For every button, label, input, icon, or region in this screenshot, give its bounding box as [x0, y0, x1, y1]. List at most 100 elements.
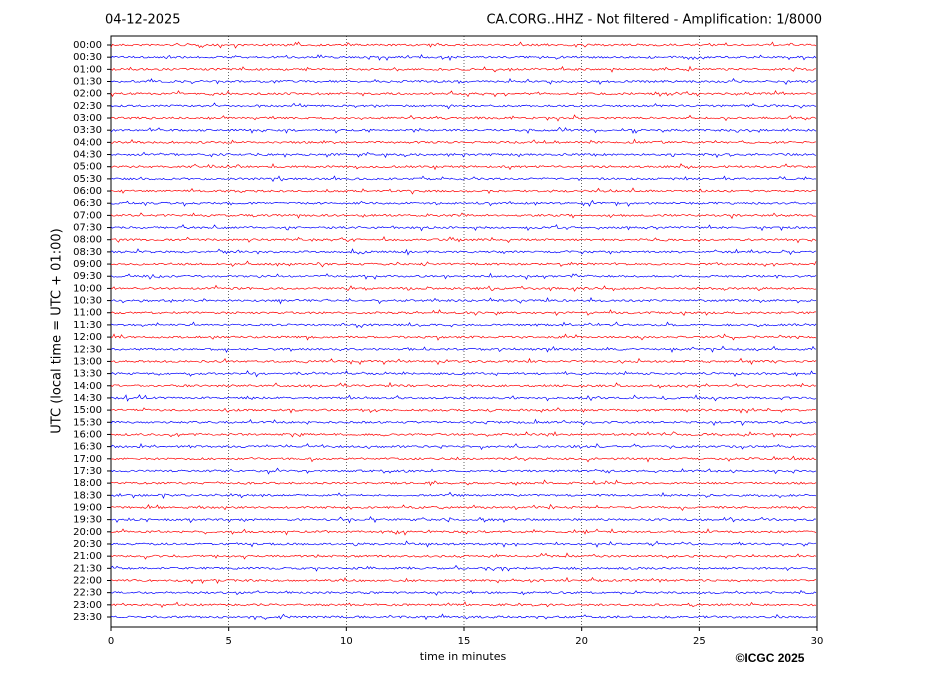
y-tick-label: 14:00 — [73, 381, 102, 392]
y-tick-label: 13:00 — [73, 356, 102, 367]
trace — [110, 418, 817, 426]
trace — [110, 272, 817, 280]
y-tick-label: 07:00 — [73, 210, 102, 221]
trace — [111, 540, 817, 548]
y-tick-label: 02:30 — [73, 101, 102, 112]
y-tick-label: 06:30 — [73, 198, 102, 209]
trace — [110, 431, 817, 438]
trace — [110, 175, 817, 183]
y-tick-label: 12:00 — [73, 332, 102, 343]
trace — [110, 309, 816, 316]
trace — [110, 163, 817, 171]
y-tick-label: 15:30 — [73, 417, 102, 428]
y-tick-label: 05:30 — [73, 174, 102, 185]
y-tick-label: 08:00 — [73, 235, 102, 246]
y-tick-label: 14:30 — [73, 393, 102, 404]
y-tick-label: 16:30 — [73, 442, 102, 453]
y-tick-label: 23:00 — [73, 600, 102, 611]
x-tick-label: 15 — [458, 636, 471, 647]
trace — [110, 321, 817, 329]
trace — [110, 54, 817, 62]
y-axis-label: UTC (local time = UTC + 01:00) — [50, 228, 65, 433]
trace — [110, 199, 817, 207]
y-tick-label: 20:00 — [73, 527, 102, 538]
y-tick-label: 03:30 — [73, 125, 102, 136]
plot-frame — [110, 35, 818, 628]
trace — [110, 515, 817, 524]
y-tick-label: 04:00 — [73, 137, 102, 148]
y-tick-label: 19:00 — [73, 502, 102, 513]
chart-title: CA.CORG..HHZ - Not filtered - Amplificat… — [486, 13, 822, 28]
y-tick-label: 10:30 — [73, 296, 102, 307]
trace — [110, 333, 817, 341]
y-tick-label: 11:00 — [73, 308, 102, 319]
y-tick-label: 15:00 — [73, 405, 102, 416]
y-tick-label: 20:30 — [73, 539, 102, 550]
trace — [110, 443, 817, 451]
y-tick-label: 21:30 — [73, 563, 102, 574]
x-tick-label: 25 — [693, 636, 706, 647]
trace — [110, 41, 817, 49]
y-tick-label: 16:00 — [73, 429, 102, 440]
x-tick-label: 0 — [108, 636, 114, 647]
y-tick-label: 06:00 — [73, 186, 102, 197]
y-tick-label: 22:30 — [73, 588, 102, 599]
trace — [110, 407, 817, 414]
y-tick-label: 17:00 — [73, 454, 102, 465]
x-tick-label: 30 — [811, 636, 824, 647]
trace — [110, 370, 817, 378]
y-tick-label: 23:30 — [73, 612, 102, 623]
trace — [110, 552, 817, 560]
y-tick-label: 17:30 — [73, 466, 102, 477]
trace — [110, 260, 817, 268]
trace — [110, 212, 817, 220]
trace — [110, 224, 817, 232]
y-tick-label: 02:00 — [73, 89, 102, 100]
trace — [110, 90, 817, 98]
trace — [110, 296, 817, 305]
trace — [110, 78, 817, 85]
y-tick-label: 21:00 — [73, 551, 102, 562]
trace — [110, 345, 817, 354]
y-tick-label: 11:30 — [73, 320, 102, 331]
y-tick-label: 03:00 — [73, 113, 102, 124]
date: 04-12-2025 — [105, 13, 181, 28]
trace — [110, 65, 816, 73]
y-tick-label: 18:00 — [73, 478, 102, 489]
y-tick-label: 18:30 — [73, 490, 102, 501]
y-tick-label: 09:30 — [73, 271, 102, 282]
trace — [110, 467, 817, 475]
trace — [110, 248, 817, 256]
y-tick-label: 19:30 — [73, 515, 102, 526]
trace — [110, 455, 817, 463]
x-tick-label: 10 — [340, 636, 353, 647]
trace — [110, 284, 817, 292]
trace — [110, 613, 817, 621]
y-tick-label: 08:30 — [73, 247, 102, 258]
trace — [110, 357, 817, 366]
y-tick-label: 04:30 — [73, 150, 102, 161]
trace — [110, 394, 817, 402]
credit: ©ICGC 2025 — [736, 651, 805, 665]
y-tick-label: 07:30 — [73, 223, 102, 234]
trace — [111, 528, 817, 536]
trace — [110, 126, 817, 134]
y-tick-label: 01:30 — [73, 77, 102, 88]
y-tick-label: 01:00 — [73, 64, 102, 75]
trace — [110, 102, 817, 110]
trace — [110, 151, 817, 159]
trace — [110, 576, 817, 585]
x-tick-label: 20 — [575, 636, 588, 647]
trace — [110, 503, 817, 512]
x-tick-label: 5 — [225, 636, 231, 647]
y-tick-label: 05:00 — [73, 162, 102, 173]
y-tick-label: 00:00 — [73, 40, 102, 51]
y-tick-label: 00:30 — [73, 52, 102, 63]
trace — [110, 114, 817, 122]
trace — [110, 235, 817, 244]
x-axis-label: time in minutes — [420, 650, 507, 663]
y-tick-label: 22:00 — [73, 575, 102, 586]
trace — [110, 589, 817, 596]
trace — [110, 564, 817, 572]
